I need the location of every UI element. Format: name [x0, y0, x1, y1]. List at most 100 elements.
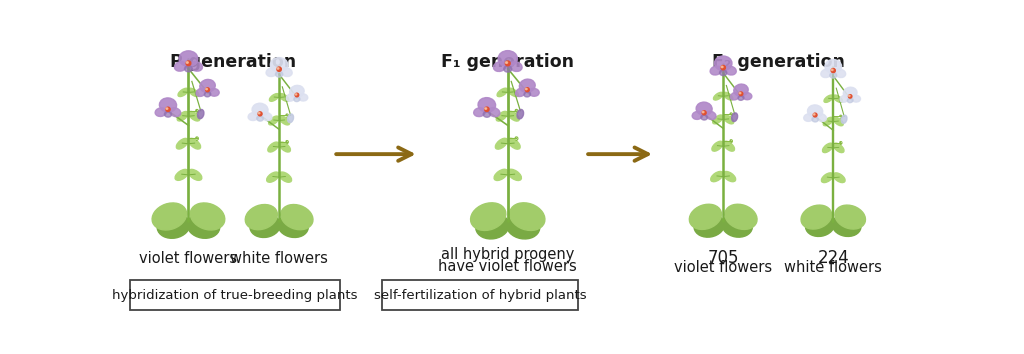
Ellipse shape: [177, 112, 188, 121]
Ellipse shape: [166, 107, 170, 112]
Ellipse shape: [298, 94, 308, 101]
Ellipse shape: [821, 173, 834, 183]
Ellipse shape: [849, 95, 850, 96]
Ellipse shape: [725, 204, 757, 229]
Text: F₁ generation: F₁ generation: [441, 53, 574, 71]
Ellipse shape: [198, 109, 204, 119]
Ellipse shape: [507, 214, 540, 239]
Ellipse shape: [840, 95, 849, 102]
Ellipse shape: [175, 170, 188, 180]
Text: white flowers: white flowers: [230, 251, 328, 266]
Ellipse shape: [834, 95, 843, 102]
Ellipse shape: [196, 88, 206, 96]
Ellipse shape: [824, 95, 834, 102]
Text: self-fertilization of hybrid plants: self-fertilization of hybrid plants: [374, 289, 586, 302]
Ellipse shape: [281, 205, 313, 230]
Ellipse shape: [739, 92, 740, 94]
Ellipse shape: [833, 215, 861, 236]
Ellipse shape: [508, 88, 518, 97]
Ellipse shape: [738, 96, 744, 100]
Ellipse shape: [510, 203, 545, 230]
Ellipse shape: [844, 87, 857, 99]
Ellipse shape: [831, 69, 834, 70]
Text: P generation: P generation: [170, 53, 297, 71]
Ellipse shape: [496, 138, 508, 149]
Ellipse shape: [847, 98, 853, 103]
Ellipse shape: [702, 112, 703, 113]
Ellipse shape: [160, 98, 176, 112]
Ellipse shape: [270, 58, 288, 72]
Ellipse shape: [700, 115, 708, 120]
Ellipse shape: [720, 70, 727, 76]
Ellipse shape: [517, 109, 523, 119]
Ellipse shape: [280, 142, 291, 152]
Ellipse shape: [190, 62, 203, 71]
Ellipse shape: [252, 103, 268, 116]
Ellipse shape: [822, 143, 833, 153]
Ellipse shape: [474, 108, 485, 116]
Ellipse shape: [478, 98, 496, 112]
Ellipse shape: [268, 116, 279, 125]
Ellipse shape: [816, 114, 826, 121]
Ellipse shape: [801, 205, 831, 229]
Ellipse shape: [834, 117, 843, 126]
Text: violet flowers: violet flowers: [674, 261, 772, 275]
Ellipse shape: [508, 112, 519, 121]
Ellipse shape: [278, 68, 279, 69]
Ellipse shape: [471, 203, 506, 230]
Ellipse shape: [166, 108, 168, 109]
Ellipse shape: [165, 112, 172, 117]
Ellipse shape: [261, 112, 272, 121]
Ellipse shape: [281, 68, 292, 76]
Ellipse shape: [258, 112, 262, 116]
Text: all hybrid progeny: all hybrid progeny: [441, 247, 574, 262]
FancyBboxPatch shape: [382, 280, 578, 310]
Text: have violet flowers: have violet flowers: [438, 259, 578, 274]
Ellipse shape: [505, 61, 510, 66]
Ellipse shape: [484, 108, 486, 109]
Ellipse shape: [835, 205, 865, 229]
Ellipse shape: [725, 66, 736, 75]
FancyBboxPatch shape: [130, 280, 340, 310]
Ellipse shape: [812, 117, 818, 122]
Ellipse shape: [510, 62, 522, 72]
Ellipse shape: [714, 92, 723, 100]
Ellipse shape: [813, 114, 815, 115]
Ellipse shape: [524, 92, 530, 97]
Ellipse shape: [851, 95, 860, 102]
Ellipse shape: [188, 138, 201, 149]
Ellipse shape: [176, 138, 188, 149]
Ellipse shape: [724, 141, 734, 151]
Ellipse shape: [187, 213, 220, 238]
Ellipse shape: [734, 84, 749, 96]
Ellipse shape: [525, 88, 527, 90]
Ellipse shape: [287, 93, 296, 101]
Ellipse shape: [188, 88, 199, 97]
Ellipse shape: [205, 92, 211, 97]
Ellipse shape: [806, 215, 835, 236]
Ellipse shape: [821, 69, 831, 78]
Ellipse shape: [179, 51, 198, 67]
Ellipse shape: [723, 92, 733, 100]
Ellipse shape: [294, 97, 300, 102]
Ellipse shape: [266, 172, 280, 182]
Ellipse shape: [184, 65, 193, 72]
Ellipse shape: [484, 107, 489, 112]
Ellipse shape: [186, 61, 190, 65]
Text: 224: 224: [817, 249, 849, 267]
Ellipse shape: [508, 138, 520, 149]
Ellipse shape: [178, 88, 188, 97]
Ellipse shape: [835, 69, 846, 78]
Ellipse shape: [188, 112, 200, 121]
Ellipse shape: [508, 169, 521, 181]
Ellipse shape: [156, 108, 167, 116]
Ellipse shape: [494, 62, 506, 72]
Ellipse shape: [742, 92, 752, 100]
Ellipse shape: [258, 113, 260, 114]
Ellipse shape: [483, 112, 490, 117]
Ellipse shape: [712, 141, 723, 151]
Ellipse shape: [849, 95, 852, 98]
Ellipse shape: [711, 171, 723, 182]
Ellipse shape: [831, 68, 836, 73]
Ellipse shape: [278, 215, 308, 238]
